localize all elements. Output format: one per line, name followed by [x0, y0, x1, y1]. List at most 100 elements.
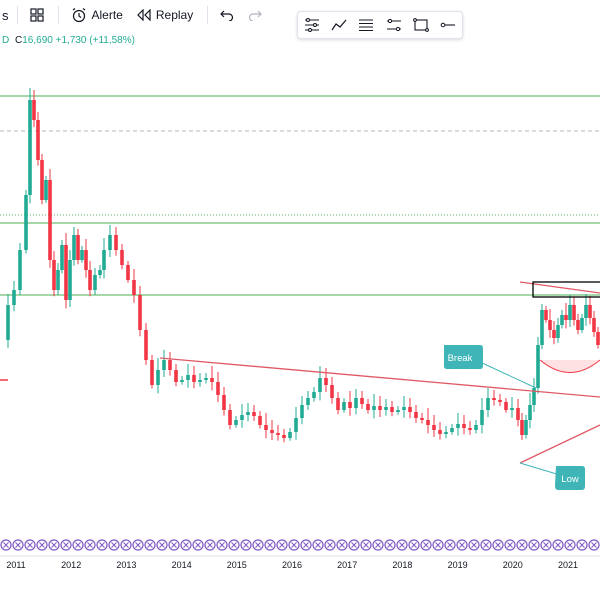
x-tick-label: 2012 — [61, 560, 81, 570]
candle-body — [312, 392, 316, 398]
line-tool-button[interactable] — [438, 15, 458, 35]
event-marker-glyph — [99, 542, 105, 548]
event-marker-glyph — [519, 542, 525, 548]
event-marker-glyph — [39, 542, 45, 548]
toolbar-separator — [16, 6, 18, 24]
candle-body — [68, 260, 72, 300]
candle-body — [348, 402, 352, 408]
event-marker-glyph — [147, 542, 153, 548]
candle-body — [24, 195, 28, 250]
trend-line[interactable] — [519, 424, 600, 464]
break-callout-shape — [444, 345, 483, 369]
event-marker-glyph — [219, 542, 225, 548]
settings-lines-button[interactable] — [302, 15, 322, 35]
candle-body — [198, 380, 202, 382]
undo-icon — [220, 10, 234, 21]
candle-body — [560, 315, 564, 325]
candle-body — [88, 270, 92, 290]
redo-button[interactable] — [248, 9, 263, 21]
event-marker-glyph — [435, 542, 441, 548]
alarm-clock-icon — [72, 8, 85, 23]
event-marker-glyph — [231, 542, 237, 548]
event-marker-glyph — [27, 542, 33, 548]
candle-body — [330, 385, 334, 398]
event-marker-glyph — [543, 542, 549, 548]
event-marker-glyph — [243, 542, 249, 548]
horizontal-lines-tool-button[interactable] — [356, 15, 376, 35]
event-marker-glyph — [303, 542, 309, 548]
cup-arc[interactable] — [539, 359, 600, 373]
candle-body — [572, 305, 576, 320]
candle-body — [548, 320, 552, 330]
rectangle-tool-button[interactable] — [411, 15, 431, 35]
event-markers-strip — [0, 539, 600, 551]
low-callout[interactable]: Low — [555, 466, 585, 490]
candle-body — [342, 402, 346, 410]
undo-button[interactable] — [220, 9, 234, 21]
trend-line-tool-button[interactable] — [329, 15, 349, 35]
candle-body — [528, 405, 532, 420]
candle-body — [592, 318, 596, 332]
event-marker-glyph — [123, 542, 129, 548]
candle-body — [28, 100, 32, 195]
close-value: 16,690 — [22, 35, 53, 46]
candle-body — [492, 398, 496, 400]
candle-body — [216, 382, 220, 395]
range-rectangle[interactable] — [532, 281, 600, 298]
horizontal-levels — [0, 95, 600, 381]
candle-body — [524, 420, 528, 435]
event-marker-glyph — [483, 542, 489, 548]
time-axis: 2011 2012 2013 2014 2015 2016 2017 2018 2019 2020… — [0, 555, 600, 570]
indicator-templates-icon — [29, 8, 44, 22]
candle-body — [210, 378, 214, 382]
alerts-button[interactable]: Alerte — [71, 7, 123, 23]
candle-body — [12, 290, 16, 305]
event-marker-glyph — [315, 542, 321, 548]
candle-body — [126, 265, 130, 280]
candle-body — [366, 404, 370, 410]
channel-tool-button[interactable] — [384, 15, 404, 35]
rectangle-icon — [413, 18, 429, 32]
line-tool-icon — [440, 22, 456, 28]
candle-body — [180, 380, 184, 382]
candles — [6, 88, 600, 443]
trend-line[interactable] — [159, 357, 600, 398]
candle-body — [138, 295, 142, 330]
indicator-templates-button[interactable] — [29, 8, 44, 22]
candle-body — [378, 406, 382, 410]
candle-body — [174, 370, 178, 382]
candle-body — [48, 180, 52, 260]
x-tick-label: 2019 — [448, 560, 468, 570]
event-marker-glyph — [567, 542, 573, 548]
event-marker-glyph — [495, 542, 501, 548]
trend-line[interactable] — [519, 281, 600, 294]
event-marker-glyph — [3, 542, 9, 548]
change-value: +1,730 (+11,58%) — [55, 35, 135, 46]
legend-marker: D — [2, 35, 10, 46]
candle-body — [52, 260, 56, 290]
toolbar-separator — [207, 6, 209, 24]
candle-body — [420, 418, 424, 420]
candle-body — [72, 235, 76, 260]
candle-body — [32, 100, 36, 120]
event-marker-glyph — [195, 542, 201, 548]
event-marker-glyph — [15, 542, 21, 548]
drawing-toolbar — [297, 11, 463, 39]
event-marker-glyph — [327, 542, 333, 548]
event-marker-glyph — [375, 542, 381, 548]
x-tick-label: 2011 — [6, 560, 25, 570]
toolbar-separator — [57, 6, 59, 24]
replay-button[interactable]: Replay — [137, 8, 193, 22]
candle-body — [204, 378, 208, 380]
break-callout[interactable]: Break — [444, 345, 483, 369]
x-tick-label: 2021 — [558, 560, 578, 570]
candle-body — [102, 250, 106, 270]
candle-body — [108, 235, 112, 250]
candle-body — [396, 410, 400, 412]
candle-body — [252, 412, 256, 416]
settings-lines-icon — [304, 18, 319, 32]
candle-body — [480, 410, 484, 425]
candle-body — [414, 412, 418, 418]
x-tick-label: 2020 — [503, 560, 523, 570]
